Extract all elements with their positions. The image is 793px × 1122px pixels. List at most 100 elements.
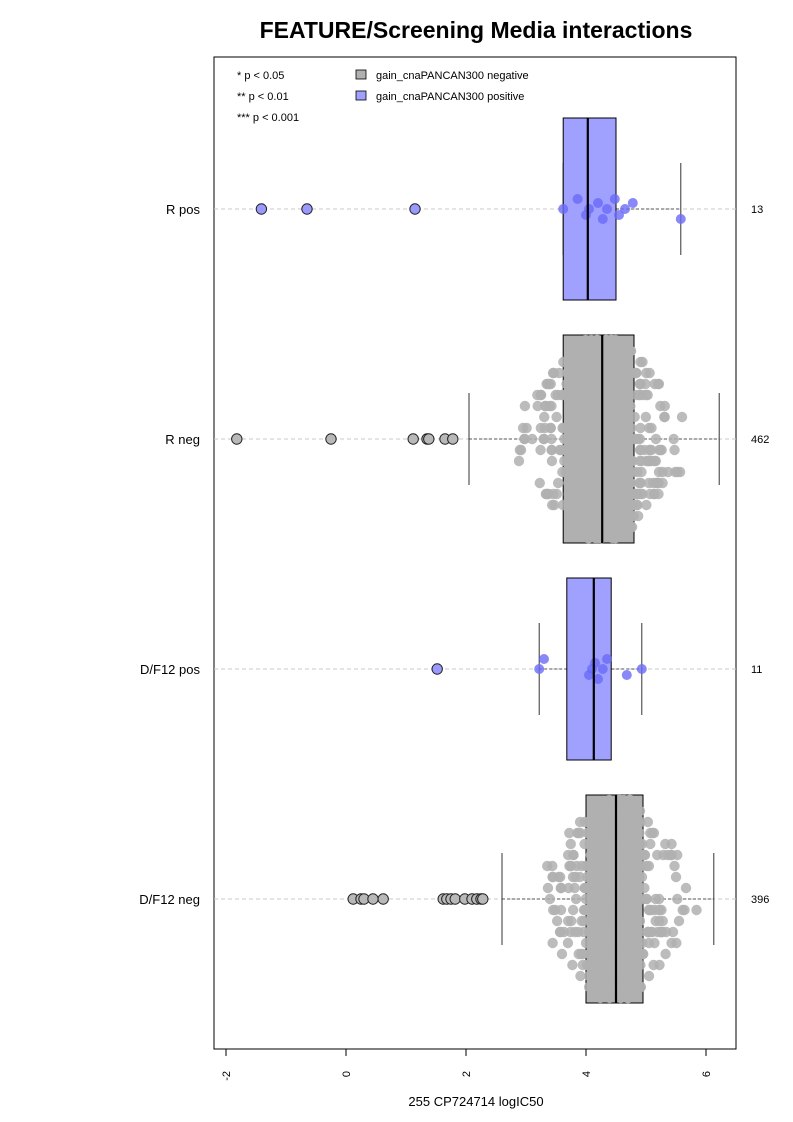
data-point — [573, 521, 584, 533]
data-point — [643, 970, 655, 982]
data-point — [605, 816, 617, 828]
data-point — [587, 915, 598, 927]
data-point — [546, 444, 557, 456]
data-point — [603, 871, 614, 883]
data-point — [565, 838, 576, 850]
data-point — [592, 871, 603, 883]
data-point — [610, 422, 621, 434]
data-point — [616, 367, 628, 379]
group-0: R pos 13 — [166, 117, 763, 301]
data-point — [616, 499, 628, 511]
data-point — [636, 455, 647, 467]
data-point — [625, 477, 636, 489]
data-point — [629, 411, 640, 423]
data-point — [578, 400, 590, 412]
data-point — [609, 345, 620, 357]
data-point — [604, 992, 615, 1004]
data-point — [567, 959, 578, 971]
outlier-point — [367, 893, 379, 905]
data-point — [565, 378, 576, 390]
data-point — [641, 499, 652, 511]
data-point — [570, 477, 581, 489]
data-point — [624, 521, 635, 533]
data-point — [603, 389, 615, 401]
group-count: 396 — [751, 894, 769, 906]
data-point — [564, 827, 575, 839]
data-point — [583, 926, 595, 938]
data-point — [587, 521, 598, 533]
outlier-point — [255, 203, 268, 215]
data-point — [671, 937, 682, 949]
data-point — [584, 433, 596, 445]
data-point — [673, 915, 685, 927]
data-point — [623, 893, 634, 905]
data-point — [607, 499, 619, 511]
data-point — [565, 860, 577, 872]
data-point — [602, 204, 612, 214]
data-point — [606, 805, 618, 817]
data-point — [557, 466, 568, 478]
data-point — [554, 444, 565, 456]
data-point — [611, 893, 623, 905]
legend-label: gain_cnaPANCAN300 negative — [376, 70, 529, 82]
group-count: 462 — [751, 434, 769, 446]
data-point — [625, 904, 636, 916]
outlier-point — [301, 203, 313, 215]
data-point — [602, 654, 612, 664]
data-point — [601, 433, 612, 445]
significance-legend: * p < 0.05 ** p < 0.01 *** p < 0.001 — [237, 70, 299, 124]
data-point — [592, 455, 603, 467]
data-point — [604, 937, 616, 949]
data-point — [623, 838, 635, 850]
data-point — [620, 488, 632, 500]
data-point — [623, 992, 634, 1004]
data-point — [547, 367, 559, 379]
outlier-point — [423, 433, 435, 445]
data-point — [515, 444, 527, 456]
data-point — [629, 827, 640, 839]
data-point — [617, 400, 628, 412]
data-point — [565, 367, 576, 379]
data-point — [575, 970, 586, 982]
data-point — [641, 860, 652, 872]
data-point — [575, 444, 586, 456]
data-point — [558, 204, 569, 214]
data-point — [620, 805, 632, 817]
data-point — [634, 915, 646, 927]
data-point — [574, 816, 586, 828]
data-point — [641, 893, 652, 905]
outlier-point — [325, 433, 337, 445]
data-point — [562, 455, 573, 467]
data-point — [623, 926, 634, 938]
data-point — [596, 816, 608, 828]
data-point — [519, 400, 531, 412]
data-point — [594, 860, 605, 872]
data-point — [590, 658, 600, 668]
data-point — [629, 849, 640, 861]
data-point — [669, 860, 680, 872]
data-point — [539, 422, 551, 434]
data-point — [629, 948, 640, 960]
data-point — [660, 926, 672, 938]
data-point — [579, 389, 591, 401]
data-point — [631, 367, 642, 379]
data-point — [691, 904, 702, 916]
data-point — [609, 194, 620, 204]
data-point — [660, 838, 671, 850]
data-point — [650, 433, 662, 445]
data-point — [640, 411, 652, 423]
data-point — [567, 904, 579, 916]
data-point — [601, 334, 612, 346]
data-point — [645, 838, 656, 850]
data-point — [575, 827, 586, 839]
data-point — [582, 532, 593, 544]
data-point — [578, 915, 589, 927]
data-point — [606, 838, 617, 850]
data-point — [579, 838, 590, 850]
data-point — [616, 948, 627, 960]
data-point — [582, 466, 593, 478]
data-point — [612, 477, 623, 489]
data-point — [546, 433, 557, 445]
significance-legend-item: * p < 0.05 — [237, 70, 284, 82]
data-point — [627, 198, 638, 208]
